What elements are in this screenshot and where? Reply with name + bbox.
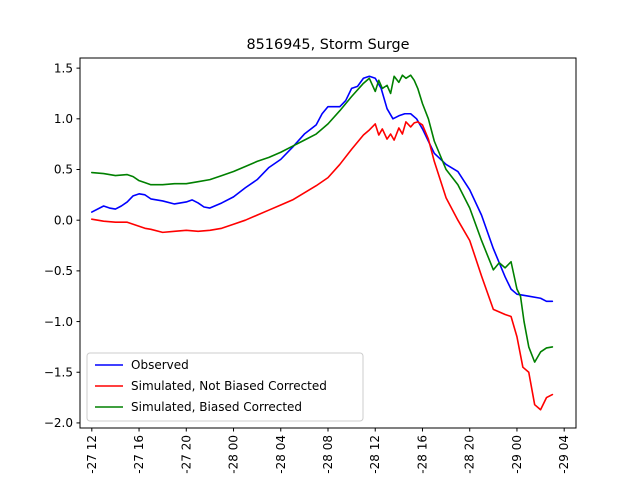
x-tick-label: -27 20 xyxy=(179,435,193,474)
y-tick-label: 0.0 xyxy=(54,213,73,227)
y-tick-label: 1.0 xyxy=(54,112,73,126)
legend-box xyxy=(86,352,364,422)
legend-label: Observed xyxy=(131,358,189,372)
x-axis: -27 12 -27 16 -27 20 -28 00 -28 04 -28 08 -28 … xyxy=(85,428,571,474)
x-tick-label: -29 04 xyxy=(557,435,571,474)
x-tick-label: -28 12 xyxy=(368,435,382,474)
x-tick-label: -28 00 xyxy=(227,435,241,474)
x-tick-label: -28 04 xyxy=(274,435,288,474)
series-line-2 xyxy=(91,121,554,411)
plot-frame xyxy=(79,57,577,429)
legend-label: Simulated, Biased Corrected xyxy=(131,400,302,414)
x-tick-label: -28 08 xyxy=(321,435,335,474)
chart-title: 8516945, Storm Surge xyxy=(247,37,410,53)
y-tick-label: −0.5 xyxy=(44,264,73,278)
series-layer xyxy=(91,74,554,411)
y-tick-label: −1.0 xyxy=(44,315,73,329)
x-tick-label: -28 16 xyxy=(415,435,429,474)
series-line-1 xyxy=(91,75,554,303)
x-tick-label: -29 00 xyxy=(510,435,524,474)
y-axis: 1.5 1.0 0.5 0.0 −0.5 −1.0 −1.5 −2.0 xyxy=(44,61,80,430)
x-tick-label: -28 20 xyxy=(463,435,477,474)
x-tick-label: -27 16 xyxy=(132,435,146,474)
legend-label: Simulated, Not Biased Corrected xyxy=(131,379,327,393)
y-tick-label: −1.5 xyxy=(44,365,73,379)
legend: Observed Simulated, Not Biased Corrected S… xyxy=(86,352,364,422)
y-tick-label: 0.5 xyxy=(54,163,73,177)
x-tick-label: -27 12 xyxy=(85,435,99,474)
y-tick-label: −2.0 xyxy=(44,416,73,430)
y-tick-label: 1.5 xyxy=(54,61,73,75)
series-line-3 xyxy=(91,74,554,363)
